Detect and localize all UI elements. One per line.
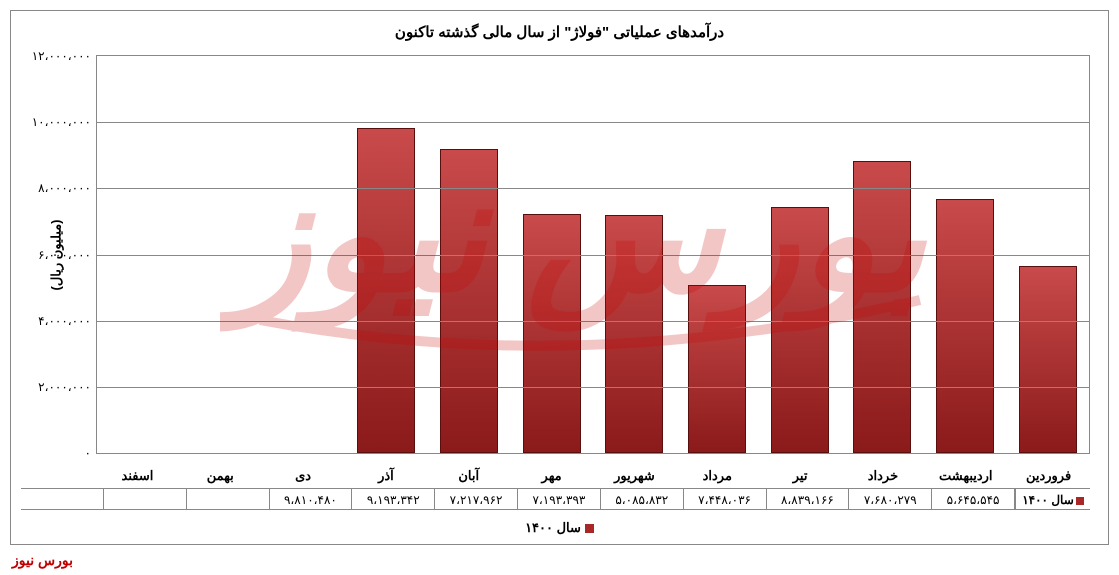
- data-cell: [187, 489, 270, 509]
- bar: [936, 199, 994, 453]
- gridline: [97, 387, 1089, 388]
- series-name-label: سال ۱۴۰۰: [1022, 493, 1074, 507]
- data-cell: ۷،۱۹۳،۳۹۳: [518, 489, 601, 509]
- footer-brand: بورس نیوز: [12, 552, 73, 569]
- y-tick-label: ۸،۰۰۰،۰۰۰: [17, 181, 91, 195]
- data-cell: ۷،۶۸۰،۲۷۹: [849, 489, 932, 509]
- data-table: سال ۱۴۰۰ ۵،۶۴۵،۵۴۵۷،۶۸۰،۲۷۹۸،۸۳۹،۱۶۶۷،۴۴…: [21, 488, 1090, 510]
- bar: [771, 207, 829, 453]
- bar: [357, 128, 415, 453]
- x-category-label: آذر: [345, 468, 428, 484]
- x-category-label: دی: [262, 468, 345, 484]
- data-cell: [21, 489, 104, 509]
- series-marker-icon: [1076, 497, 1084, 505]
- y-tick-label: ۱۲،۰۰۰،۰۰۰: [17, 49, 91, 63]
- x-category-label: آبان: [427, 468, 510, 484]
- y-tick-label: ۲،۰۰۰،۰۰۰: [17, 380, 91, 394]
- y-tick-label: ۰: [17, 446, 91, 460]
- x-category-label: بهمن: [179, 468, 262, 484]
- data-cell: ۹،۱۹۳،۳۴۲: [352, 489, 435, 509]
- data-cell: [104, 489, 187, 509]
- x-category-label: تیر: [759, 468, 842, 484]
- x-category-label: مرداد: [676, 468, 759, 484]
- x-category-label: اردیبهشت: [924, 468, 1007, 484]
- legend-label: سال ۱۴۰۰: [525, 520, 581, 535]
- data-cell: ۵،۶۴۵،۵۴۵: [932, 489, 1015, 509]
- y-tick-label: ۴،۰۰۰،۰۰۰: [17, 314, 91, 328]
- data-cell: ۹،۸۱۰،۴۸۰: [270, 489, 353, 509]
- bar: [523, 214, 581, 453]
- x-category-label: شهریور: [593, 468, 676, 484]
- bar: [853, 161, 911, 453]
- x-category-label: فروردین: [1007, 468, 1090, 484]
- gridline: [97, 122, 1089, 123]
- bar: [688, 285, 746, 453]
- gridline: [97, 188, 1089, 189]
- data-cell: ۵،۰۸۵،۸۳۲: [601, 489, 684, 509]
- gridline: [97, 255, 1089, 256]
- gridline: [97, 321, 1089, 322]
- plot-area: ۰۲،۰۰۰،۰۰۰۴،۰۰۰،۰۰۰۶،۰۰۰،۰۰۰۸،۰۰۰،۰۰۰۱۰،…: [96, 55, 1090, 454]
- data-cell: ۷،۴۴۸،۰۳۶: [684, 489, 767, 509]
- data-cell: ۸،۸۳۹،۱۶۶: [767, 489, 850, 509]
- x-axis-labels: فروردیناردیبهشتخردادتیرمردادشهریورمهرآبا…: [96, 464, 1090, 486]
- bar: [1019, 266, 1077, 453]
- legend: سال ۱۴۰۰: [11, 520, 1108, 536]
- data-cell: ۷،۲۱۷،۹۶۲: [435, 489, 518, 509]
- series-row-header: سال ۱۴۰۰: [1015, 489, 1090, 509]
- chart-title: درآمدهای عملیاتی "فولاژ" از سال مالی گذش…: [11, 11, 1108, 53]
- y-tick-label: ۱۰،۰۰۰،۰۰۰: [17, 115, 91, 129]
- bar: [440, 149, 498, 453]
- bar: [605, 215, 663, 453]
- chart-container: درآمدهای عملیاتی "فولاژ" از سال مالی گذش…: [10, 10, 1109, 545]
- x-category-label: اسفند: [96, 468, 179, 484]
- x-category-label: مهر: [510, 468, 593, 484]
- y-tick-label: ۶،۰۰۰،۰۰۰: [17, 248, 91, 262]
- legend-marker-icon: [585, 524, 594, 533]
- x-category-label: خرداد: [842, 468, 925, 484]
- plot-wrapper: (میلیون ریال) ۰۲،۰۰۰،۰۰۰۴،۰۰۰،۰۰۰۶،۰۰۰،۰…: [96, 55, 1090, 454]
